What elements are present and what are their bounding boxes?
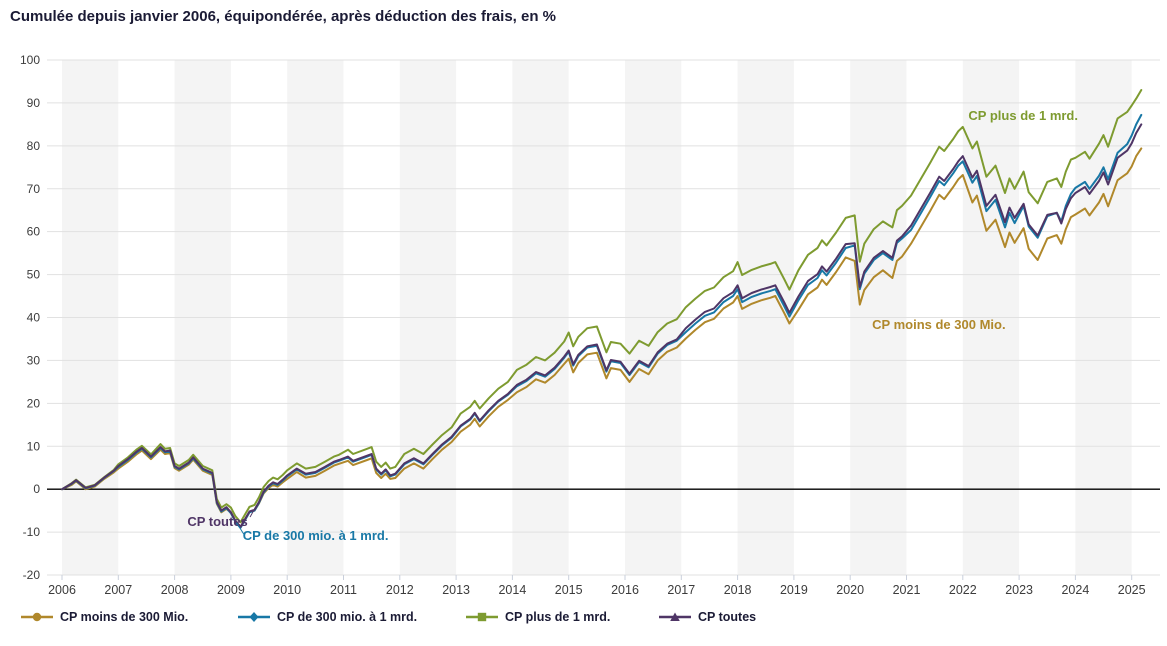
x-tick-label: 2020 <box>836 583 864 597</box>
y-tick-label: 40 <box>27 311 41 325</box>
x-tick-label: 2018 <box>724 583 752 597</box>
legend-label: CP moins de 300 Mio. <box>60 610 189 624</box>
x-tick-label: 2011 <box>330 583 357 597</box>
x-tick-label: 2012 <box>386 583 414 597</box>
legend-label: CP de 300 mio. à 1 mrd. <box>277 610 418 624</box>
x-tick-label: 2024 <box>1061 583 1089 597</box>
y-tick-label: 10 <box>27 439 41 453</box>
annotation-toutes: CP toutes <box>187 514 247 529</box>
x-tick-label: 2025 <box>1118 583 1146 597</box>
x-tick-label: 2013 <box>442 583 470 597</box>
x-tick-label: 2010 <box>273 583 301 597</box>
square-marker-icon <box>466 612 498 622</box>
chart-title: Cumulée depuis janvier 2006, équipondéré… <box>10 8 557 25</box>
x-tick-label: 2023 <box>1005 583 1033 597</box>
x-tick-label: 2015 <box>555 583 583 597</box>
y-tick-label: 100 <box>20 53 40 67</box>
y-tick-label: 30 <box>27 353 41 367</box>
annotation-moins300: CP moins de 300 Mio. <box>872 317 1005 332</box>
annotation-de300a1: CP de 300 mio. à 1 mrd. <box>243 528 389 543</box>
legend-item-toutes: CP toutes <box>658 610 756 624</box>
x-tick-label: 2007 <box>104 583 132 597</box>
x-tick-label: 2022 <box>949 583 977 597</box>
y-tick-label: 50 <box>27 268 41 282</box>
y-tick-label: -20 <box>23 568 41 582</box>
x-tick-label: 2019 <box>780 583 808 597</box>
y-tick-label: 20 <box>27 396 41 410</box>
x-axis-labels: 2006 2007 2008 2009 2010 2011 2012 2013 2014 2015… <box>48 583 1146 597</box>
y-tick-label: 70 <box>27 182 41 196</box>
x-tick-label: 2017 <box>667 583 695 597</box>
legend-item-moins300: CP moins de 300 Mio. <box>20 610 188 624</box>
y-tick-label: 80 <box>27 139 41 153</box>
legend-label: CP plus de 1 mrd. <box>505 610 611 624</box>
y-tick-label: 60 <box>27 225 41 239</box>
x-tick-label: 2021 <box>893 583 921 597</box>
annotation-leader <box>249 504 258 518</box>
x-tick-label: 2014 <box>498 583 526 597</box>
circle-marker-icon <box>21 612 53 622</box>
y-tick-label: -10 <box>23 525 41 539</box>
x-tick-label: 2008 <box>161 583 189 597</box>
series-line-plus1 <box>61 89 1143 524</box>
x-axis-ticks <box>61 575 1133 580</box>
legend-item-de300a1: CP de 300 mio. à 1 mrd. <box>237 610 417 624</box>
x-tick-label: 2009 <box>217 583 245 597</box>
annotations: CP plus de 1 mrd. CP moins de 300 Mio. CP … <box>187 108 1078 543</box>
chart-legend: CP moins de 300 Mio. CP de 300 mio. à 1 m… <box>0 610 1167 636</box>
x-tick-label: 2006 <box>48 583 76 597</box>
series-line-toutes <box>61 123 1143 528</box>
x-tick-label: 2016 <box>611 583 639 597</box>
diamond-marker-icon <box>238 612 270 622</box>
y-tick-label: 90 <box>27 96 41 110</box>
legend-item-plus1: CP plus de 1 mrd. <box>465 610 610 624</box>
annotation-plus1: CP plus de 1 mrd. <box>968 108 1078 123</box>
annotation-leader <box>236 522 245 535</box>
y-tick-label: 0 <box>33 482 40 496</box>
legend-label: CP toutes <box>698 610 757 624</box>
triangle-marker-icon <box>659 612 691 621</box>
